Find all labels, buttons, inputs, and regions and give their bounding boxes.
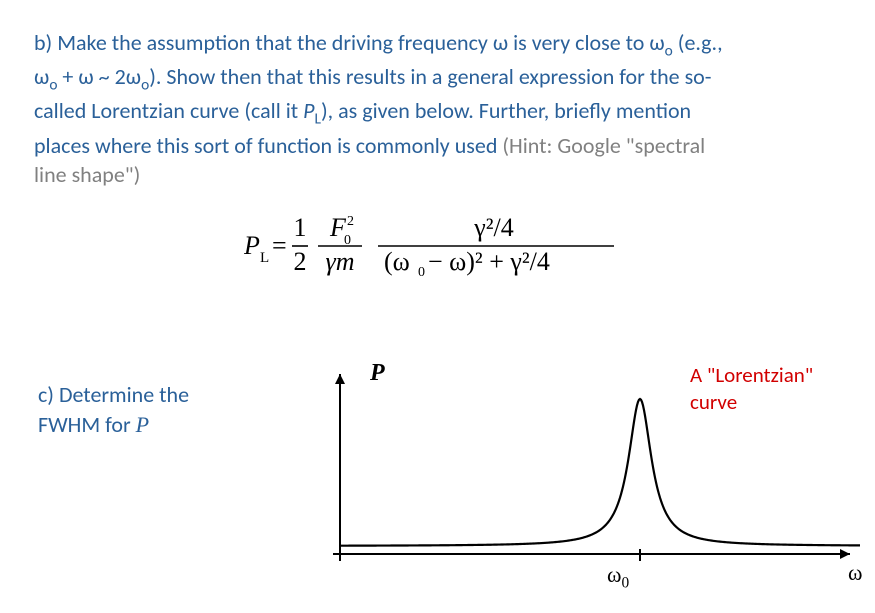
svg-text:0: 0: [418, 265, 425, 280]
equation-svg: P L = 1 2 F 2 0 γm γ²/4 (ω 0 −: [244, 210, 624, 282]
eq-den2: (ω 0 − ω)² + γ²/4: [384, 247, 550, 280]
lorentzian-chart: [320, 360, 860, 590]
qb-line1-sub: o: [665, 29, 673, 56]
lorentzian-chart-svg: [320, 360, 860, 590]
question-c-text: c) Determine the FWHM for P: [38, 380, 189, 439]
eq-half-den: 2: [294, 247, 307, 276]
page: b) Make the assumption that the driving …: [0, 0, 875, 613]
omega0-axis-label: ω0: [607, 562, 629, 592]
eq-half-num: 1: [294, 213, 307, 242]
eq-P: P: [244, 231, 260, 260]
svg-text:− ω)² + γ²/4: − ω)² + γ²/4: [428, 247, 550, 276]
question-b-text: b) Make the assumption that the driving …: [34, 28, 841, 190]
qb-line3-a: called Lorentzian curve (call it: [34, 97, 303, 124]
eq-L-sub: L: [260, 250, 269, 266]
qb-line3-PL: PL: [303, 97, 321, 124]
svg-text:(ω: (ω: [384, 247, 410, 276]
qb-line5-grey: line shape"): [34, 161, 140, 188]
omega-axis-label: ω: [848, 560, 862, 586]
qb-line4-grey: (Hint: Google "spectral: [502, 132, 705, 159]
qc-line1: c) Determine the: [38, 381, 189, 408]
qb-line4-blue: places where this sort of function is co…: [34, 132, 502, 159]
eq-equals: =: [272, 231, 287, 260]
qb-line1-a: b) Make the assumption that the driving …: [34, 29, 665, 56]
qb-line3-tail: ), as given below. Further, briefly ment…: [321, 97, 691, 124]
eq-F-exp: 2: [347, 214, 354, 229]
qb-line2-rest: ). Show then that this results in a gene…: [149, 63, 711, 90]
qb-line2-mid: + ω ~ 2ω: [57, 63, 141, 90]
qb-line2-wo-a: ω: [34, 63, 49, 90]
eq-num2: γ²/4: [473, 213, 514, 242]
qc-line2a: FWHM for: [38, 411, 136, 438]
eq-gamma-m: γm: [325, 247, 354, 276]
qb-line2-wo-b-sub: o: [141, 63, 149, 90]
lorentzian-equation: P L = 1 2 F 2 0 γm γ²/4 (ω 0 −: [34, 210, 841, 287]
qc-P: P: [136, 412, 149, 437]
qb-line1-tail: (e.g.,: [673, 29, 723, 56]
